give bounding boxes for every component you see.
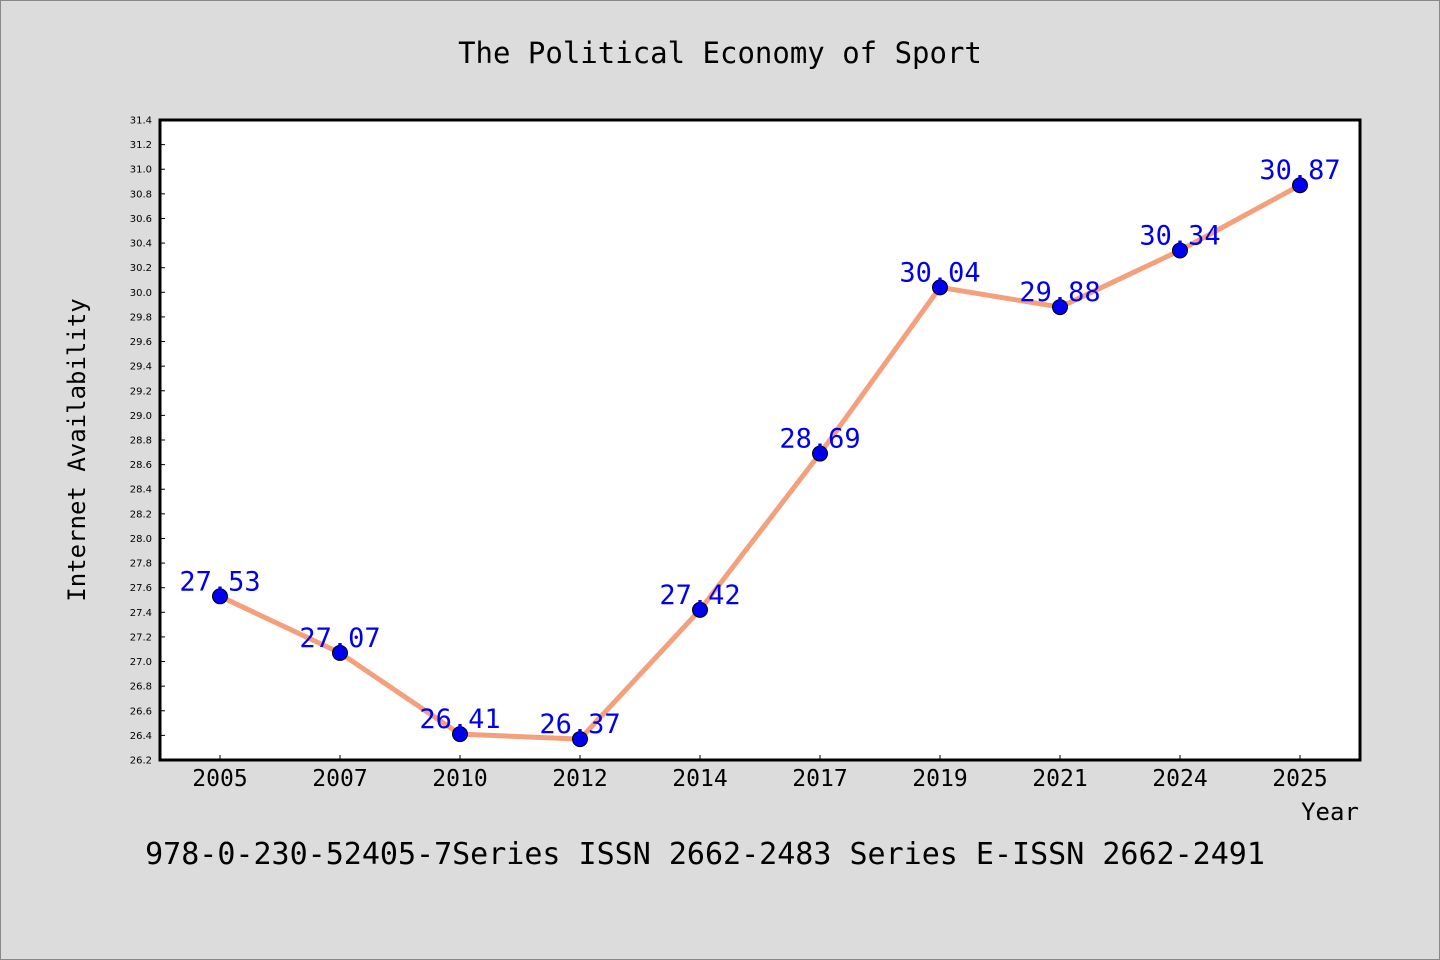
x-tick-label: 2025 [1272, 766, 1327, 792]
data-label: 30.87 [1259, 155, 1340, 186]
y-tick-label: 31.2 [130, 140, 152, 151]
y-tick-label: 27.4 [130, 608, 152, 619]
series-line [217, 182, 1303, 742]
data-point [932, 279, 948, 296]
plot-area [158, 118, 1362, 762]
y-tick-label: 27.0 [130, 657, 152, 668]
data-point [332, 644, 348, 661]
data-point [1052, 299, 1068, 316]
y-tick-label: 29.6 [130, 337, 152, 348]
y-tick-label: 31.0 [130, 165, 152, 176]
data-label: 30.04 [899, 257, 980, 288]
y-axis: 26.2 26.4 26.6 26.8 27.0 27.2 27.4 27.6 27.8 28.0… [130, 116, 165, 767]
y-tick-label: 26.4 [130, 731, 152, 742]
y-tick-label: 30.2 [130, 263, 152, 274]
x-tick-label: 2012 [552, 766, 607, 792]
x-tick-label: 2017 [792, 766, 847, 792]
y-tick-label: 29.4 [130, 362, 152, 373]
y-tick-label: 30.6 [130, 214, 152, 225]
y-tick-label: 27.2 [130, 632, 152, 643]
x-axis-label: Year [1301, 798, 1359, 826]
x-tick-label: 2010 [432, 766, 487, 792]
data-labels: 27.53 27.07 26.41 26.37 27.42 28.69 30.04 29.88… [179, 155, 1340, 740]
data-label: 27.07 [299, 623, 380, 654]
y-tick-label: 27.8 [130, 559, 152, 570]
chart-title: The Political Economy of Sport [458, 36, 982, 70]
y-tick-label: 30.8 [130, 189, 152, 200]
y-tick-label: 28.0 [130, 534, 152, 545]
y-tick-label: 28.2 [130, 509, 152, 520]
y-tick-label: 27.6 [130, 583, 152, 594]
data-point [452, 726, 468, 743]
y-tick-label: 29.8 [130, 312, 152, 323]
y-tick-label: 31.4 [130, 116, 152, 127]
data-point [1292, 177, 1308, 194]
data-point [212, 588, 228, 605]
y-tick-label: 26.6 [130, 706, 152, 717]
x-tick-label: 2019 [912, 766, 967, 792]
data-point [812, 445, 828, 462]
y-axis-label: Internet Availability [63, 298, 91, 601]
data-point [1172, 242, 1188, 259]
data-label: 27.53 [179, 566, 260, 597]
data-label: 27.42 [659, 580, 740, 611]
y-tick-label: 30.0 [130, 288, 152, 299]
x-axis: 2005 2007 2010 2012 2014 2017 2019 2021 2024 2025 [192, 755, 1328, 792]
series-layer [212, 177, 1308, 748]
data-label: 28.69 [779, 424, 860, 455]
data-label: 29.88 [1019, 277, 1100, 308]
y-tick-label: 29.0 [130, 411, 152, 422]
x-tick-label: 2005 [192, 766, 247, 792]
x-tick-label: 2007 [312, 766, 367, 792]
y-tick-label: 30.4 [130, 239, 152, 250]
data-label: 30.34 [1139, 220, 1220, 251]
y-tick-label: 26.8 [130, 682, 152, 693]
x-tick-label: 2024 [1152, 766, 1207, 792]
x-tick-label: 2014 [672, 766, 727, 792]
y-tick-label: 28.8 [130, 436, 152, 447]
y-tick-label: 26.2 [130, 756, 152, 767]
data-label: 26.37 [539, 709, 620, 740]
y-tick-label: 28.4 [130, 485, 152, 496]
y-tick-label: 28.6 [130, 460, 152, 471]
data-label: 26.41 [419, 704, 500, 735]
data-point [692, 601, 708, 618]
footer-isbn-text: 978-0-230-52405-7Series ISSN 2662-2483 S… [145, 837, 1265, 872]
data-point [572, 731, 588, 748]
y-tick-label: 29.2 [130, 386, 152, 397]
x-tick-label: 2021 [1032, 766, 1087, 792]
